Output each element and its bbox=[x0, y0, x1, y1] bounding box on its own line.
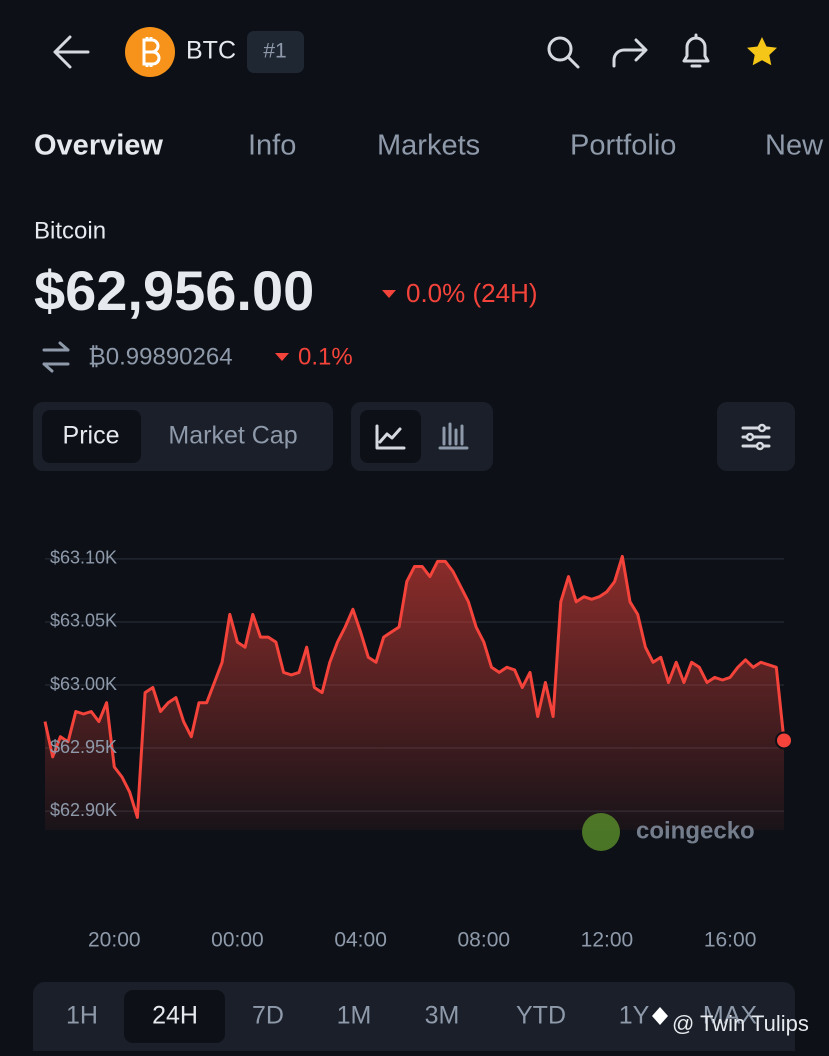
credit: @ Twin Tulips bbox=[672, 1011, 809, 1036]
range-button[interactable]: 1H bbox=[66, 1002, 98, 1030]
symbol: BTC bbox=[186, 37, 236, 65]
tab[interactable]: Info bbox=[248, 130, 296, 162]
alert-icon[interactable] bbox=[682, 33, 710, 68]
x-tick-label: 04:00 bbox=[334, 929, 387, 952]
tab[interactable]: Overview bbox=[34, 130, 163, 162]
tab[interactable]: Portfolio bbox=[570, 130, 676, 162]
rank: #1 bbox=[263, 40, 286, 63]
line-chart-icon[interactable] bbox=[375, 424, 406, 450]
x-tick-label: 16:00 bbox=[704, 929, 757, 952]
y-tick-label: $62.90K bbox=[50, 800, 117, 820]
price: $62,956.00 bbox=[34, 259, 314, 322]
btc-price: ₿0.99890264 bbox=[88, 343, 233, 370]
x-tick-label: 00:00 bbox=[211, 929, 264, 952]
x-tick-label: 12:00 bbox=[581, 929, 634, 952]
range-button[interactable]: YTD bbox=[516, 1002, 566, 1030]
candle-chart-icon[interactable] bbox=[438, 422, 469, 450]
swap-icon bbox=[42, 341, 70, 373]
rank-badge bbox=[247, 31, 304, 73]
tab[interactable]: New bbox=[765, 130, 824, 162]
search-icon[interactable] bbox=[547, 36, 580, 69]
toggle-price[interactable]: Price bbox=[63, 422, 120, 450]
btc-change: 0.1% bbox=[298, 343, 353, 370]
coin-logo-glyph bbox=[142, 37, 161, 67]
toggle-selected bbox=[42, 410, 141, 463]
down-arrow bbox=[382, 290, 396, 298]
range-button[interactable]: 7D bbox=[252, 1002, 284, 1030]
y-tick-label: $62.95K bbox=[50, 737, 117, 757]
range-button[interactable]: 3M bbox=[425, 1002, 460, 1030]
x-tick-label: 08:00 bbox=[458, 929, 511, 952]
down-arrow bbox=[275, 353, 289, 361]
y-tick-label: $63.00K bbox=[50, 674, 117, 694]
change-24h: 0.0% (24H) bbox=[406, 278, 538, 308]
range-selected bbox=[124, 990, 225, 1043]
range-button[interactable]: 24H bbox=[152, 1002, 198, 1030]
watermark: coingecko bbox=[636, 817, 755, 844]
share-icon[interactable] bbox=[612, 38, 648, 68]
range-button[interactable]: MAX bbox=[703, 1002, 758, 1030]
range-button[interactable]: 1Y bbox=[619, 1002, 650, 1030]
area bbox=[45, 556, 784, 830]
current-point bbox=[775, 731, 793, 750]
back-button[interactable] bbox=[53, 35, 90, 69]
credit-icon bbox=[652, 1007, 668, 1025]
toggle-market-cap[interactable]: Market Cap bbox=[168, 422, 297, 450]
range-button[interactable]: 1M bbox=[337, 1002, 372, 1030]
favorite-icon[interactable] bbox=[747, 37, 777, 66]
x-tick-label: 20:00 bbox=[88, 929, 141, 952]
y-tick-label: $63.05K bbox=[50, 611, 117, 631]
price-chart: $62.90K $62.95K $63.00K $63.05K $63.10K 20:00… bbox=[43, 548, 793, 952]
watermark-logo bbox=[582, 813, 620, 851]
settings-knobs bbox=[745, 423, 767, 451]
coin-name: Bitcoin bbox=[34, 217, 106, 244]
price-line bbox=[43, 554, 786, 819]
tab[interactable]: Markets bbox=[377, 130, 480, 162]
y-tick-label: $63.10K bbox=[50, 548, 117, 568]
